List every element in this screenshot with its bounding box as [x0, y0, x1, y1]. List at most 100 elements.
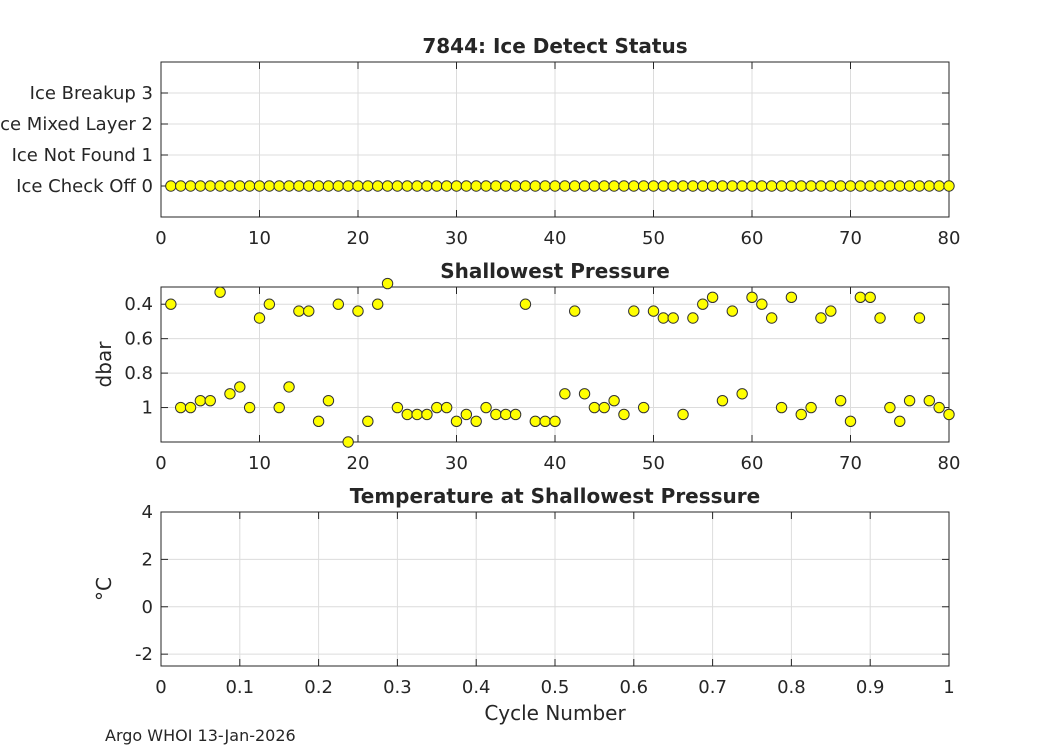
pressure-data-point: [362, 415, 374, 428]
ice-data-point: [303, 180, 315, 192]
ice-data-point: [736, 180, 748, 192]
ice-data-point: [273, 180, 285, 192]
footer-text: Argo WHOI 13-Jan-2026: [105, 726, 296, 745]
pressure-data-point: [549, 415, 561, 428]
ice-data-point: [450, 180, 463, 192]
pressure-data-point: [825, 305, 837, 317]
ice-data-point: [243, 180, 256, 192]
ice-data-point: [322, 180, 335, 192]
pressure-data-point: [253, 312, 266, 324]
ice-data-point: [667, 180, 679, 192]
pressure-xtick-label: 60: [741, 453, 764, 474]
ice-data-point: [588, 180, 601, 192]
pressure-data-point: [746, 291, 758, 304]
pressure-data-point: [184, 401, 197, 414]
pressure-data-point: [322, 394, 335, 407]
ice-xtick-label: 30: [445, 228, 468, 249]
temperature-xtick-label: 0.3: [383, 677, 412, 698]
pressure-chart-title: Shallowest Pressure: [440, 259, 670, 283]
pressure-data-point: [834, 394, 847, 407]
ice-data-point: [352, 180, 364, 192]
temperature-xtick-label: 1: [943, 677, 954, 698]
ice-xtick-label: 60: [741, 228, 764, 249]
pressure-ytick-label: 0.4: [124, 294, 153, 315]
ice-data-point: [569, 180, 581, 192]
ice-data-point: [165, 180, 177, 192]
ice-data-point: [746, 180, 758, 192]
ice-data-point: [903, 180, 916, 192]
ice-data-point: [312, 180, 325, 192]
pressure-data-point: [854, 291, 867, 304]
ice-data-point: [756, 180, 768, 192]
ice-data-point: [559, 180, 571, 192]
pressure-data-point: [470, 415, 482, 428]
ice-data-point: [549, 180, 561, 192]
ice-ytick-label: Ice Check Off 0: [16, 176, 153, 197]
temperature-xtick-label: 0.7: [698, 677, 727, 698]
ice-data-point: [687, 180, 699, 192]
temperature-xtick-label: 0.6: [619, 677, 648, 698]
pressure-data-point: [519, 298, 532, 310]
pressure-data-point: [273, 401, 285, 414]
pressure-data-point: [401, 408, 413, 421]
ice-data-point: [529, 180, 541, 192]
pressure-data-point: [450, 415, 463, 428]
pressure-data-point: [628, 305, 640, 317]
pressure-data-point: [372, 298, 384, 310]
pressure-data-point: [647, 305, 660, 317]
ice-data-point: [431, 180, 443, 192]
ice-data-point: [460, 180, 473, 192]
ice-data-point: [224, 180, 236, 192]
ice-data-point: [894, 180, 906, 192]
ice-data-point: [805, 180, 817, 192]
ice-xtick-label: 50: [642, 228, 665, 249]
pressure-data-point: [943, 408, 955, 421]
pressure-data-point: [263, 298, 276, 310]
pressure-data-point: [697, 298, 709, 310]
pressure-data-point: [716, 394, 729, 407]
pressure-data-point: [874, 312, 886, 324]
ice-xtick-label: 70: [839, 228, 862, 249]
pressure-data-point: [706, 291, 719, 304]
ice-data-point: [411, 180, 423, 192]
ice-data-point: [864, 180, 876, 192]
ice-data-point: [421, 180, 433, 192]
pressure-data-point: [440, 401, 453, 414]
ice-data-point: [628, 180, 640, 192]
pressure-data-point: [736, 388, 748, 400]
ice-data-point: [391, 180, 404, 192]
temperature-xtick-label: 0: [155, 677, 166, 698]
ice-data-point: [598, 180, 610, 192]
pressure-data-point: [234, 381, 246, 393]
pressure-data-point: [913, 312, 926, 324]
pressure-data-point: [677, 408, 689, 421]
pressure-data-point: [844, 415, 857, 428]
pressure-data-point: [539, 415, 551, 428]
ice-data-point: [372, 180, 384, 192]
ice-data-point: [775, 180, 788, 192]
ice-data-point: [795, 180, 807, 192]
pressure-data-point: [864, 291, 876, 304]
ice-data-point: [480, 180, 492, 192]
ice-data-point: [825, 180, 837, 192]
pressure-data-point: [933, 401, 945, 414]
pressure-data-point: [588, 401, 601, 414]
ice-data-point: [766, 180, 778, 192]
ice-data-point: [283, 180, 295, 192]
ice-xtick-label: 80: [938, 228, 961, 249]
ice-data-point: [716, 180, 729, 192]
pressure-data-point: [559, 388, 571, 400]
pressure-data-point: [884, 401, 896, 414]
pressure-data-point: [785, 291, 798, 304]
ice-data-point: [834, 180, 847, 192]
pressure-data-point: [618, 408, 630, 421]
ice-data-point: [204, 180, 216, 192]
ice-data-point: [519, 180, 532, 192]
ice-data-point: [401, 180, 413, 192]
ice-ytick-label: Ice Mixed Layer 2: [0, 114, 153, 135]
temperature-xtick-label: 0.5: [541, 677, 570, 698]
ice-data-point: [490, 180, 502, 192]
pressure-data-point: [411, 408, 423, 421]
ice-data-point: [884, 180, 896, 192]
ice-data-point: [184, 180, 197, 192]
